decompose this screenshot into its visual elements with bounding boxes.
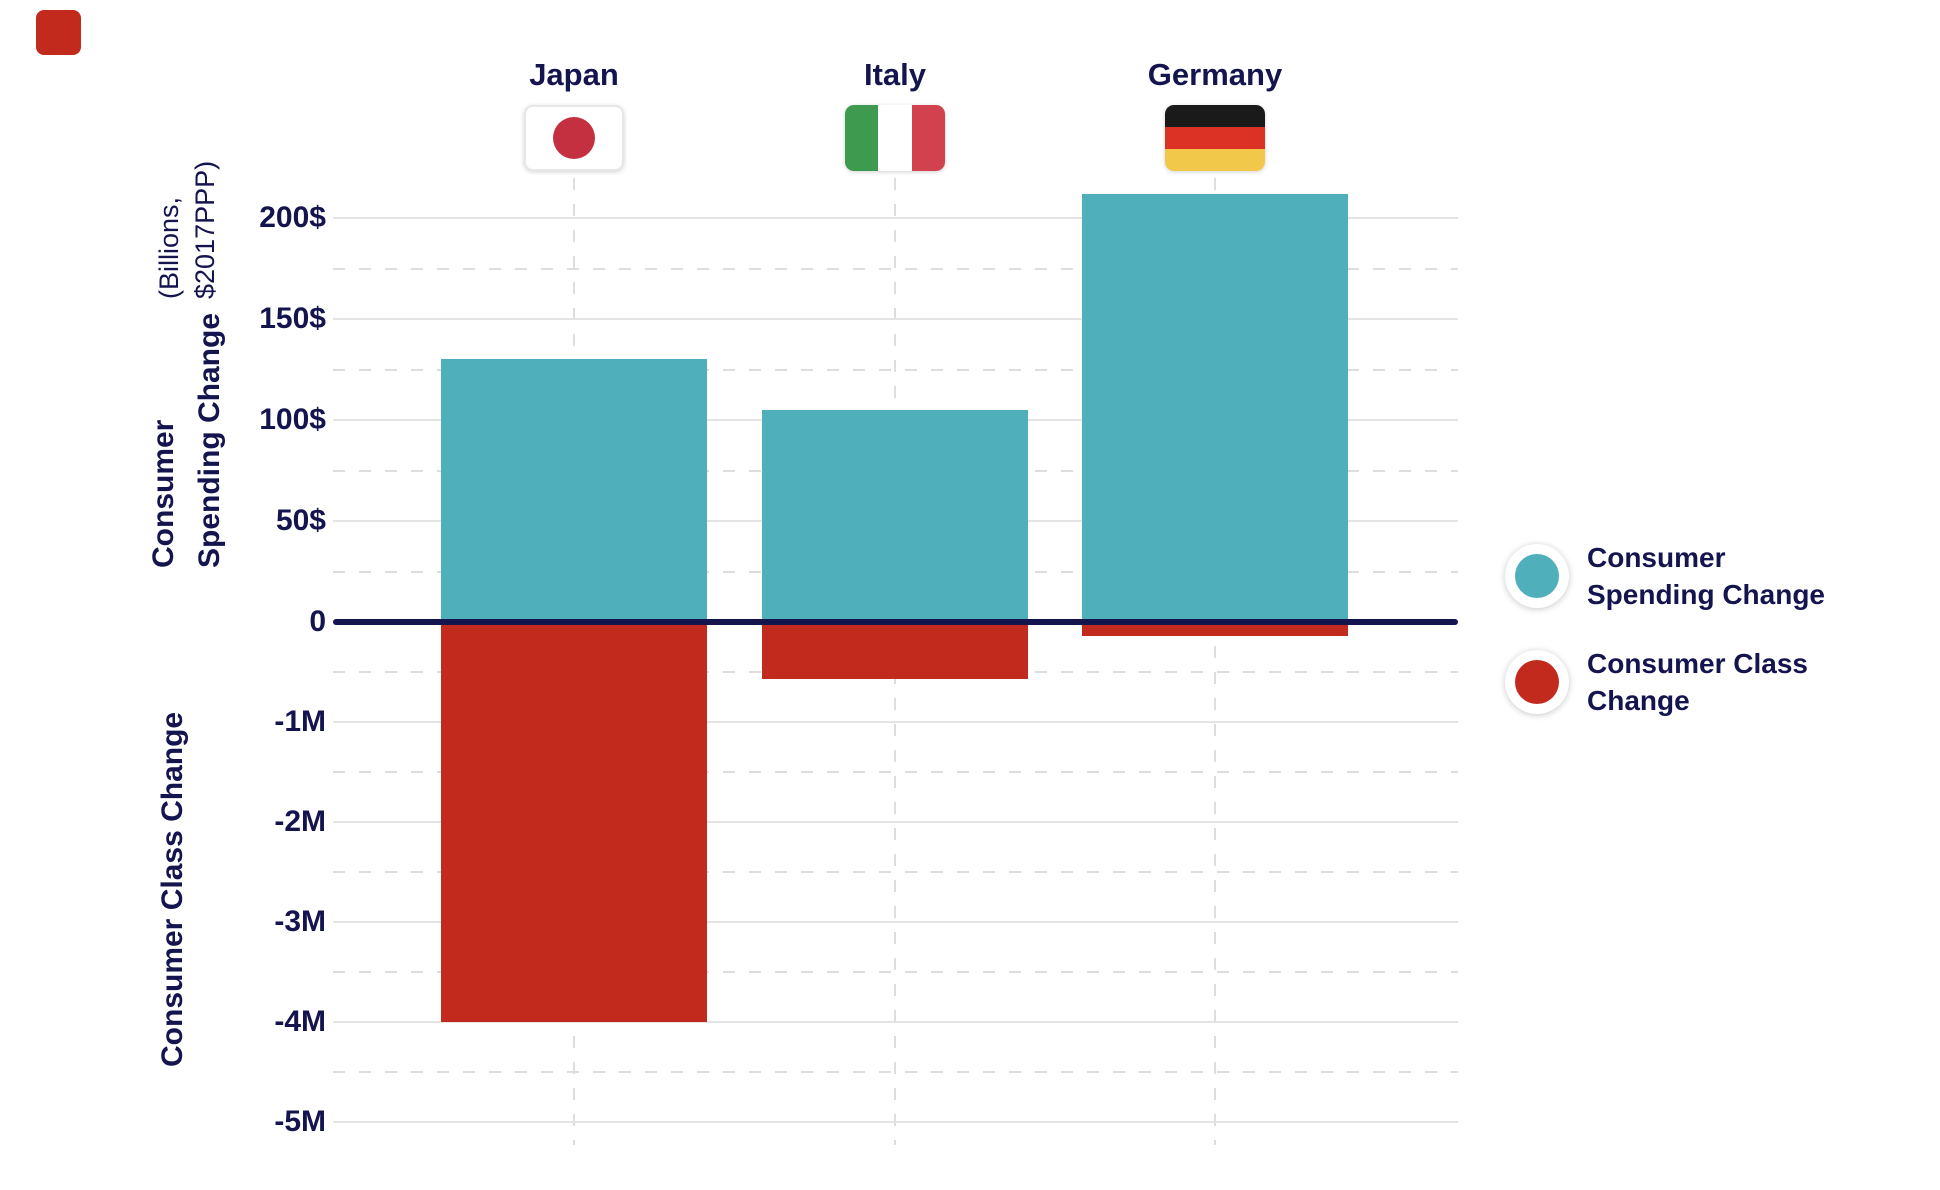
country-label-japan: Japan [529,57,619,92]
bar-spending-germany[interactable] [1082,193,1348,622]
y-axis-tick-label: -2M [274,805,326,838]
gridline [333,1021,1458,1023]
y-axis-tick-label: -4M [274,1005,326,1038]
germany-flag-icon [1165,105,1265,171]
bar-class-japan[interactable] [441,622,707,1022]
legend-label-line: Change [1587,685,1690,716]
flag-stripe [1165,127,1265,149]
y-axis-tick-label: 100$ [259,403,326,436]
bar-class-italy[interactable] [762,622,1028,679]
legend-label-line: Consumer [1587,542,1726,573]
y-axis-tick-label: 150$ [259,302,326,335]
legend-label-line: Consumer Class [1587,648,1808,679]
country-label-germany: Germany [1147,57,1283,92]
flag-stripe [911,105,945,171]
gridline [333,821,1458,823]
red-square-mark [36,10,81,55]
class-swatch-fill [1515,660,1559,704]
flag-stripe [878,105,912,171]
gridline [333,1121,1458,1123]
gridline [333,267,1458,270]
legend-item-class[interactable]: Consumer Class Change [1505,645,1935,719]
flag-stripe [1165,105,1265,127]
gridline [333,771,1458,773]
y-axis-tick-label: -5M [274,1105,326,1138]
column-header-italy: Italy [762,56,1028,171]
legend: Consumer Spending Change Consumer Class … [1505,539,1935,751]
bar-class-germany[interactable] [1082,622,1348,636]
gridline [333,971,1458,973]
class-swatch-icon [1505,650,1569,714]
gridline [333,368,1458,371]
gridline [333,1071,1458,1073]
spending-swatch-fill [1515,554,1559,598]
y-axis-tick-label: -1M [274,705,326,738]
column-guide-line [1214,178,1216,1145]
legend-label-spending: Consumer Spending Change [1587,539,1833,613]
gridline [333,921,1458,923]
gridline [333,217,1458,219]
zero-baseline [333,619,1458,625]
japan-flag-icon [524,105,624,171]
gridline [333,871,1458,873]
japan-flag-disc [553,117,595,159]
y-axis-tick-label: -3M [274,905,326,938]
italy-flag-icon [845,105,945,171]
column-header-germany: Germany [1082,56,1348,171]
bar-spending-italy[interactable] [762,409,1028,622]
gridline [333,721,1458,723]
country-label-italy: Italy [863,57,927,92]
column-header-japan: Japan [441,56,707,171]
flag-stripe [1165,149,1265,171]
legend-label-class: Consumer Class Change [1587,645,1833,719]
y-axis-tick-label: 50$ [275,504,326,537]
gridline [333,318,1458,320]
legend-item-spending[interactable]: Consumer Spending Change [1505,539,1935,613]
y-axis-tick-label: 0 [309,605,326,638]
y-axis-tick-label: 200$ [259,201,326,234]
legend-label-line: Spending Change [1587,579,1825,610]
spending-swatch-icon [1505,544,1569,608]
bar-spending-japan[interactable] [441,359,707,622]
flag-stripe [845,105,879,171]
